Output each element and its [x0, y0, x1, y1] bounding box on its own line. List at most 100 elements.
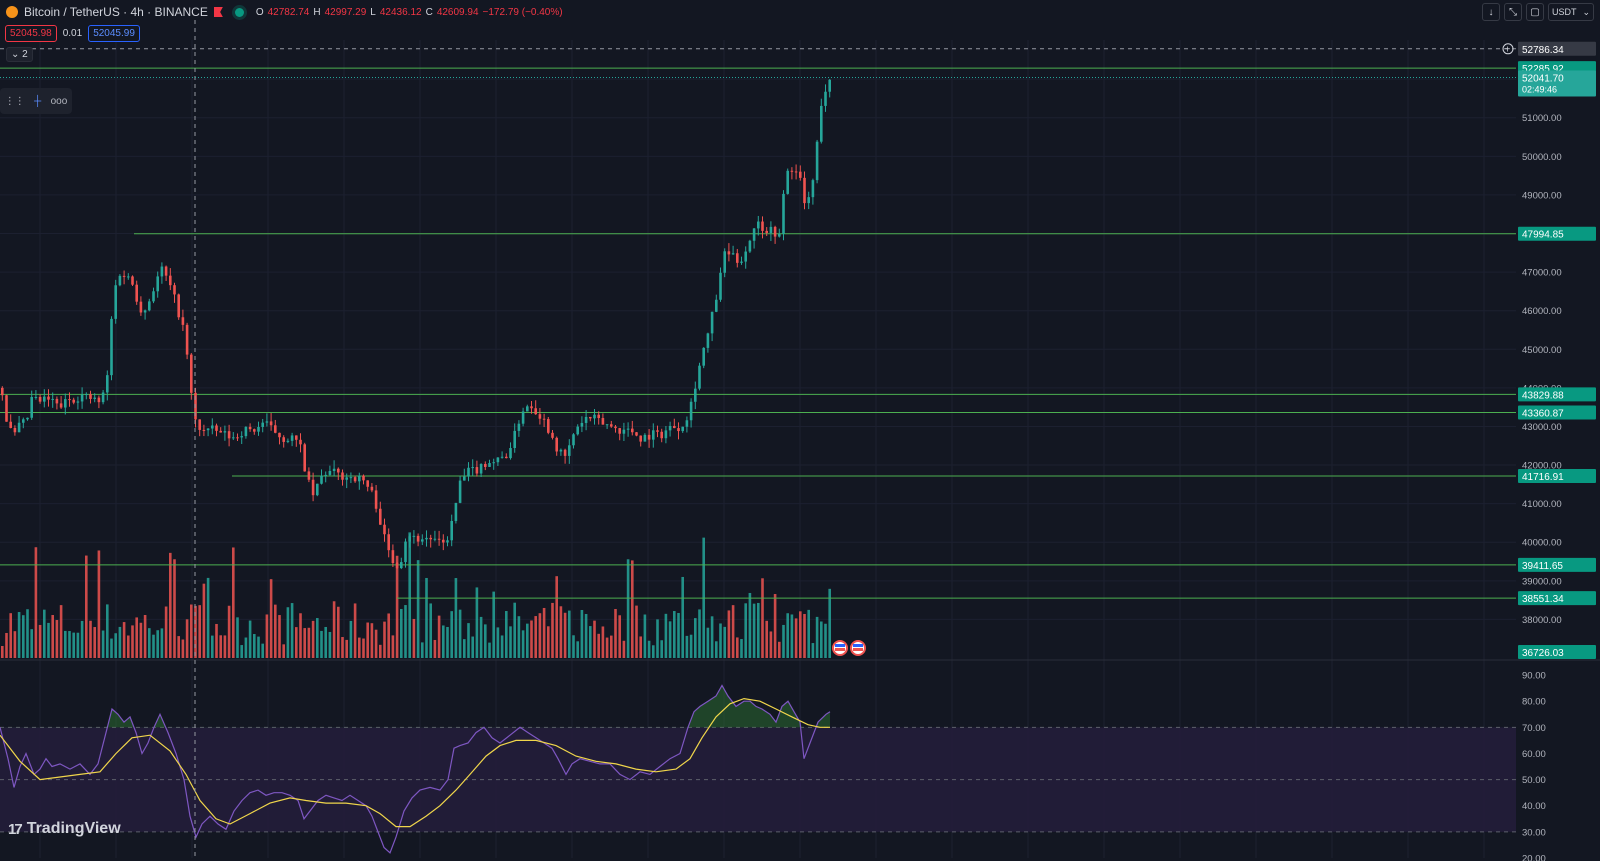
indicators-toggle[interactable]: ⌄ 2 [6, 47, 33, 62]
volume-bar [190, 604, 193, 658]
svg-text:52285.92: 52285.92 [1522, 64, 1564, 75]
volume-bar [752, 603, 756, 658]
candle-body [568, 445, 571, 456]
candle-body [85, 394, 88, 396]
candle-body [278, 432, 281, 438]
volume-bar [757, 602, 760, 658]
volume-bar [589, 626, 592, 658]
buy-button[interactable]: 52045.99 [88, 25, 140, 42]
svg-text:36726.03: 36726.03 [1522, 648, 1564, 659]
open-label: O [255, 6, 264, 18]
volume-bar [215, 623, 218, 658]
more-icon[interactable]: ooo [50, 95, 68, 107]
candle-body [349, 477, 353, 479]
price-axis[interactable]: 38000.00 39000.00 40000.00 41000.00 42000.00… [1502, 41, 1596, 861]
candle-body [828, 79, 831, 92]
candle-body [677, 428, 680, 432]
volume-bar [370, 623, 374, 658]
volume-bar [736, 637, 739, 658]
candle-body [521, 411, 525, 424]
candle-body [240, 436, 243, 438]
countdown-value: 02:49:46 [1522, 85, 1557, 95]
volume-bar [685, 635, 689, 658]
volume-bar [681, 576, 684, 658]
volume-bar [639, 636, 642, 658]
candle-body [723, 251, 726, 273]
sell-button[interactable]: 52045.98 [5, 25, 57, 42]
volume-bar [93, 627, 96, 658]
candle-body [811, 180, 815, 198]
download-icon[interactable]: ↓ [1482, 3, 1500, 21]
flag-icon[interactable] [213, 7, 223, 17]
crosshair [0, 20, 1516, 858]
volume-bar [156, 630, 159, 658]
volume-bar [64, 630, 67, 658]
price-level-label: 38551.34 [1518, 591, 1596, 606]
screenshot-icon[interactable]: ▢ [1526, 3, 1544, 21]
candle-body [471, 467, 474, 469]
candle-body [786, 170, 789, 194]
volume-bar [475, 587, 479, 658]
volume-bar [605, 637, 609, 658]
price-level-label: 39411.65 [1518, 557, 1596, 572]
volume-bar [740, 639, 743, 658]
volume-bar [286, 607, 290, 658]
volume-bar [622, 640, 626, 658]
candle-body [484, 463, 487, 467]
currency-select[interactable]: USDT ⌄ [1548, 3, 1594, 21]
volume-bar [337, 606, 340, 658]
volume-bar [248, 620, 252, 658]
volume-bar [727, 610, 731, 658]
price-tick-label: 45000.00 [1522, 345, 1562, 356]
volume-bar [206, 577, 210, 658]
candle-body [664, 430, 668, 439]
rsi-line [0, 684, 831, 854]
volume-bar [538, 613, 542, 658]
candle-body [526, 406, 529, 412]
candle-body [425, 537, 428, 540]
volume-bar [219, 635, 222, 658]
chevron-down-icon: ⌄ [11, 49, 20, 60]
crosshair-icon[interactable]: ┼ [34, 95, 42, 107]
volume-bar [610, 635, 613, 658]
candle-body [500, 456, 504, 458]
candle-body [412, 535, 416, 537]
fullscreen-icon[interactable]: ⤡ [1504, 3, 1522, 21]
candle-body [467, 467, 470, 477]
candle-body [815, 141, 819, 181]
volume-bar [803, 613, 806, 658]
candle-body [719, 272, 722, 300]
close-value: 42609.94 [436, 6, 479, 18]
bitcoin-icon [6, 6, 18, 18]
candle-body [597, 414, 600, 419]
candle-body [744, 251, 747, 262]
tradingview-logo[interactable]: 17 TradingView [8, 820, 121, 838]
candle-body [265, 421, 269, 423]
ohlc-values: O 42782.74 H 42997.29 L 42436.12 C 42609.94 … [256, 7, 563, 18]
volume-bar [1, 645, 4, 658]
volume-bar [421, 642, 424, 658]
volume-bars [1, 532, 831, 658]
symbol-title[interactable]: Bitcoin / TetherUS · 4h · BINANCE [24, 5, 208, 19]
candle-body [22, 419, 25, 423]
candle-body [660, 431, 663, 439]
volume-bar [429, 603, 432, 658]
volume-bar [799, 611, 802, 658]
volume-bar [807, 609, 810, 658]
volume-bar [416, 560, 420, 658]
candle-body [769, 226, 773, 233]
candle-body [13, 427, 17, 433]
candle-body [148, 301, 151, 311]
candle-body [668, 425, 672, 431]
candle-body [404, 541, 407, 563]
volume-bar [744, 603, 747, 658]
candle-body [479, 463, 483, 474]
volume-bar [232, 547, 235, 658]
event-markers[interactable] [832, 640, 866, 656]
candle-body [446, 540, 449, 543]
volume-bar [559, 606, 563, 658]
volume-bar [484, 624, 487, 658]
drag-handle-icon[interactable]: ⋮⋮ [4, 95, 25, 107]
candle-body [442, 539, 445, 543]
